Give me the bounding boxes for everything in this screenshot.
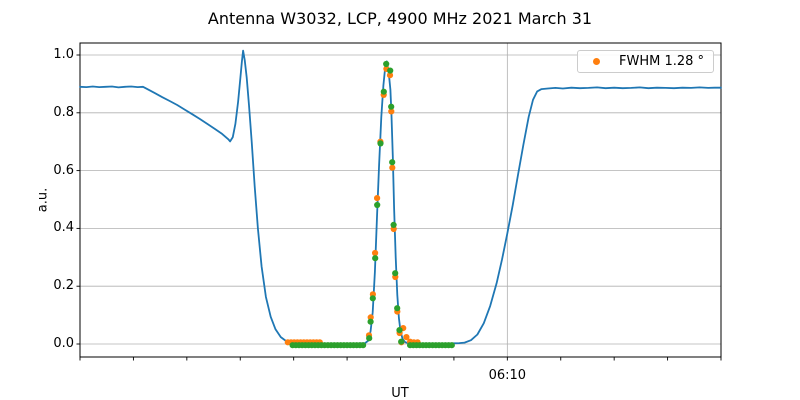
axes-spines bbox=[79, 42, 722, 358]
data-dot bbox=[394, 305, 401, 312]
data-dot bbox=[396, 327, 403, 334]
legend-label: FWHM 1.28 ° bbox=[619, 54, 705, 69]
y-tick-label: 0.0 bbox=[53, 336, 74, 351]
y-tick-label: 0.8 bbox=[53, 104, 74, 120]
x-tick-label: 06:10 bbox=[488, 368, 527, 383]
data-dot bbox=[360, 342, 367, 349]
legend-box: FWHM 1.28 ° bbox=[577, 50, 714, 73]
fit-dot bbox=[388, 108, 395, 115]
fit-dot bbox=[372, 249, 379, 257]
fit-dot bbox=[386, 72, 394, 79]
data-dot bbox=[383, 60, 390, 68]
data-dot bbox=[366, 335, 373, 342]
data-dot bbox=[389, 159, 396, 166]
y-tick-label: 0.4 bbox=[53, 220, 74, 236]
data-dot bbox=[369, 295, 376, 302]
fit-dot bbox=[374, 195, 381, 202]
data-dot bbox=[380, 88, 387, 95]
data-dot bbox=[388, 103, 395, 110]
x-axis-label: UT bbox=[391, 386, 409, 400]
y-tick-label: 1.0 bbox=[53, 47, 74, 62]
data-dot bbox=[448, 342, 455, 349]
y-tick-label: 0.6 bbox=[53, 162, 74, 178]
fit-dot bbox=[403, 334, 410, 341]
data-dot bbox=[390, 221, 397, 228]
chart-title: Antenna W3032, LCP, 4900 MHz 2021 March … bbox=[207, 9, 593, 28]
fit-dot bbox=[367, 314, 374, 321]
data-dot bbox=[387, 67, 394, 74]
legend-dot-icon bbox=[593, 58, 600, 65]
y-axis-label: a.u. bbox=[35, 187, 51, 213]
data-dot bbox=[367, 318, 374, 325]
data-dot bbox=[398, 338, 405, 345]
fit-dot bbox=[389, 164, 396, 171]
signal-line bbox=[79, 49, 722, 345]
data-dot bbox=[392, 270, 399, 277]
data-dot bbox=[374, 201, 381, 209]
data-dot bbox=[372, 255, 379, 262]
y-tick-label: 0.2 bbox=[53, 278, 74, 294]
data-dot bbox=[377, 140, 384, 147]
